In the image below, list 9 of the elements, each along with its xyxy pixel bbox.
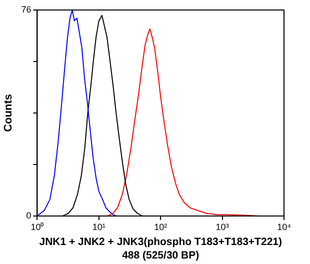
x-tick-label: 10²	[154, 222, 168, 232]
y-axis-title: Counts	[2, 94, 15, 132]
x-tick-label: 10³	[216, 222, 229, 232]
x-tick-label: 10¹	[92, 222, 106, 232]
x-axis-title: JNK1 + JNK2 + JNK3(phospho T183+T183+T221) 488 (525/30 BP)	[39, 236, 282, 262]
x-tick-label: 10⁰	[30, 222, 44, 232]
x-tick-label: 10⁴	[277, 222, 292, 232]
y-tick-label: 0	[26, 210, 32, 220]
y-tick-label: 76	[21, 4, 32, 14]
